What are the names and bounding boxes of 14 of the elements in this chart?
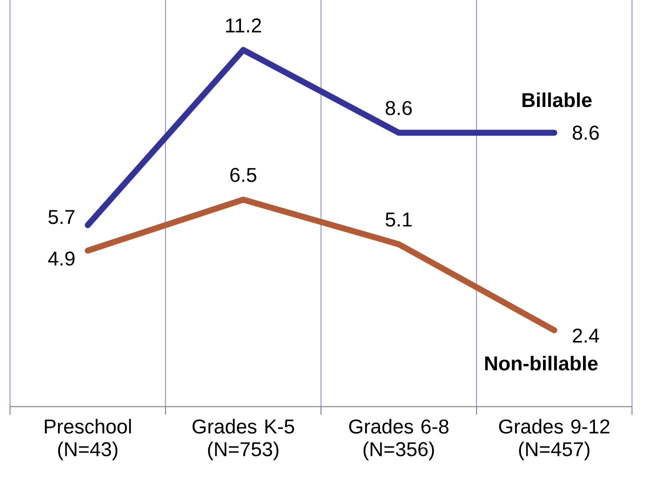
data-label: 4.9 bbox=[48, 251, 75, 266]
data-label: 5.1 bbox=[386, 212, 412, 226]
series-label: Billable bbox=[522, 92, 592, 107]
data-label: 8.6 bbox=[386, 100, 412, 115]
data-label: 6.5 bbox=[230, 168, 256, 182]
x-tick-label: Grades 9-12 (N=457) bbox=[499, 418, 610, 460]
data-label: 11.2 bbox=[226, 18, 261, 32]
x-tick-label: Grades 6-8 (N=356) bbox=[349, 418, 448, 460]
x-tick-label: Preschool (N=43) bbox=[44, 418, 131, 460]
x-tick-label: Grades K-5 (N=753) bbox=[192, 418, 294, 460]
data-label: 2.4 bbox=[572, 328, 600, 342]
series-label: Non-billable bbox=[485, 356, 598, 370]
data-label: 5.7 bbox=[48, 210, 74, 224]
data-label: 8.6 bbox=[572, 126, 599, 140]
